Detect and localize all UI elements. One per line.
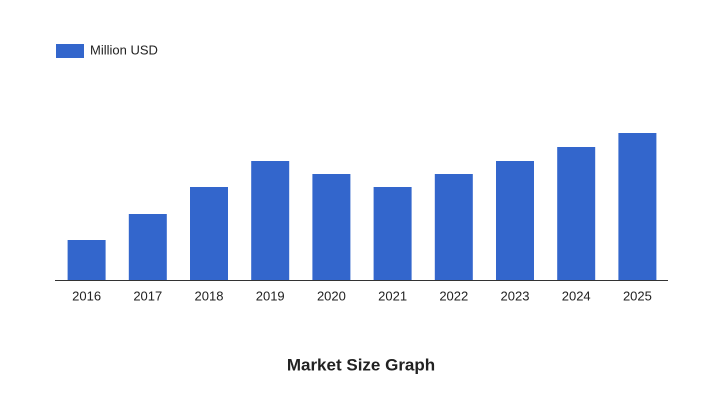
bar xyxy=(67,240,106,280)
bar xyxy=(128,214,167,280)
x-tick-label: 2017 xyxy=(133,288,162,303)
x-tick-label: 2016 xyxy=(72,288,101,303)
bar xyxy=(312,174,351,280)
x-tick-label: 2018 xyxy=(195,288,224,303)
x-tick-label: 2024 xyxy=(562,288,591,303)
bar xyxy=(190,187,228,280)
bar xyxy=(251,161,290,280)
bar xyxy=(557,147,596,280)
chart-title: Market Size Graph xyxy=(287,355,435,374)
x-tick-label: 2021 xyxy=(378,288,407,303)
bar xyxy=(618,133,657,280)
x-tick-label: 2025 xyxy=(623,288,652,303)
x-tick-label: 2020 xyxy=(317,288,346,303)
bar xyxy=(496,161,534,280)
legend-label: Million USD xyxy=(90,42,158,57)
legend-swatch xyxy=(56,44,84,58)
bar xyxy=(434,174,473,280)
x-tick-label: 2019 xyxy=(256,288,285,303)
x-tick-label: 2023 xyxy=(501,288,530,303)
x-tick-label: 2022 xyxy=(439,288,468,303)
bar xyxy=(373,187,412,280)
